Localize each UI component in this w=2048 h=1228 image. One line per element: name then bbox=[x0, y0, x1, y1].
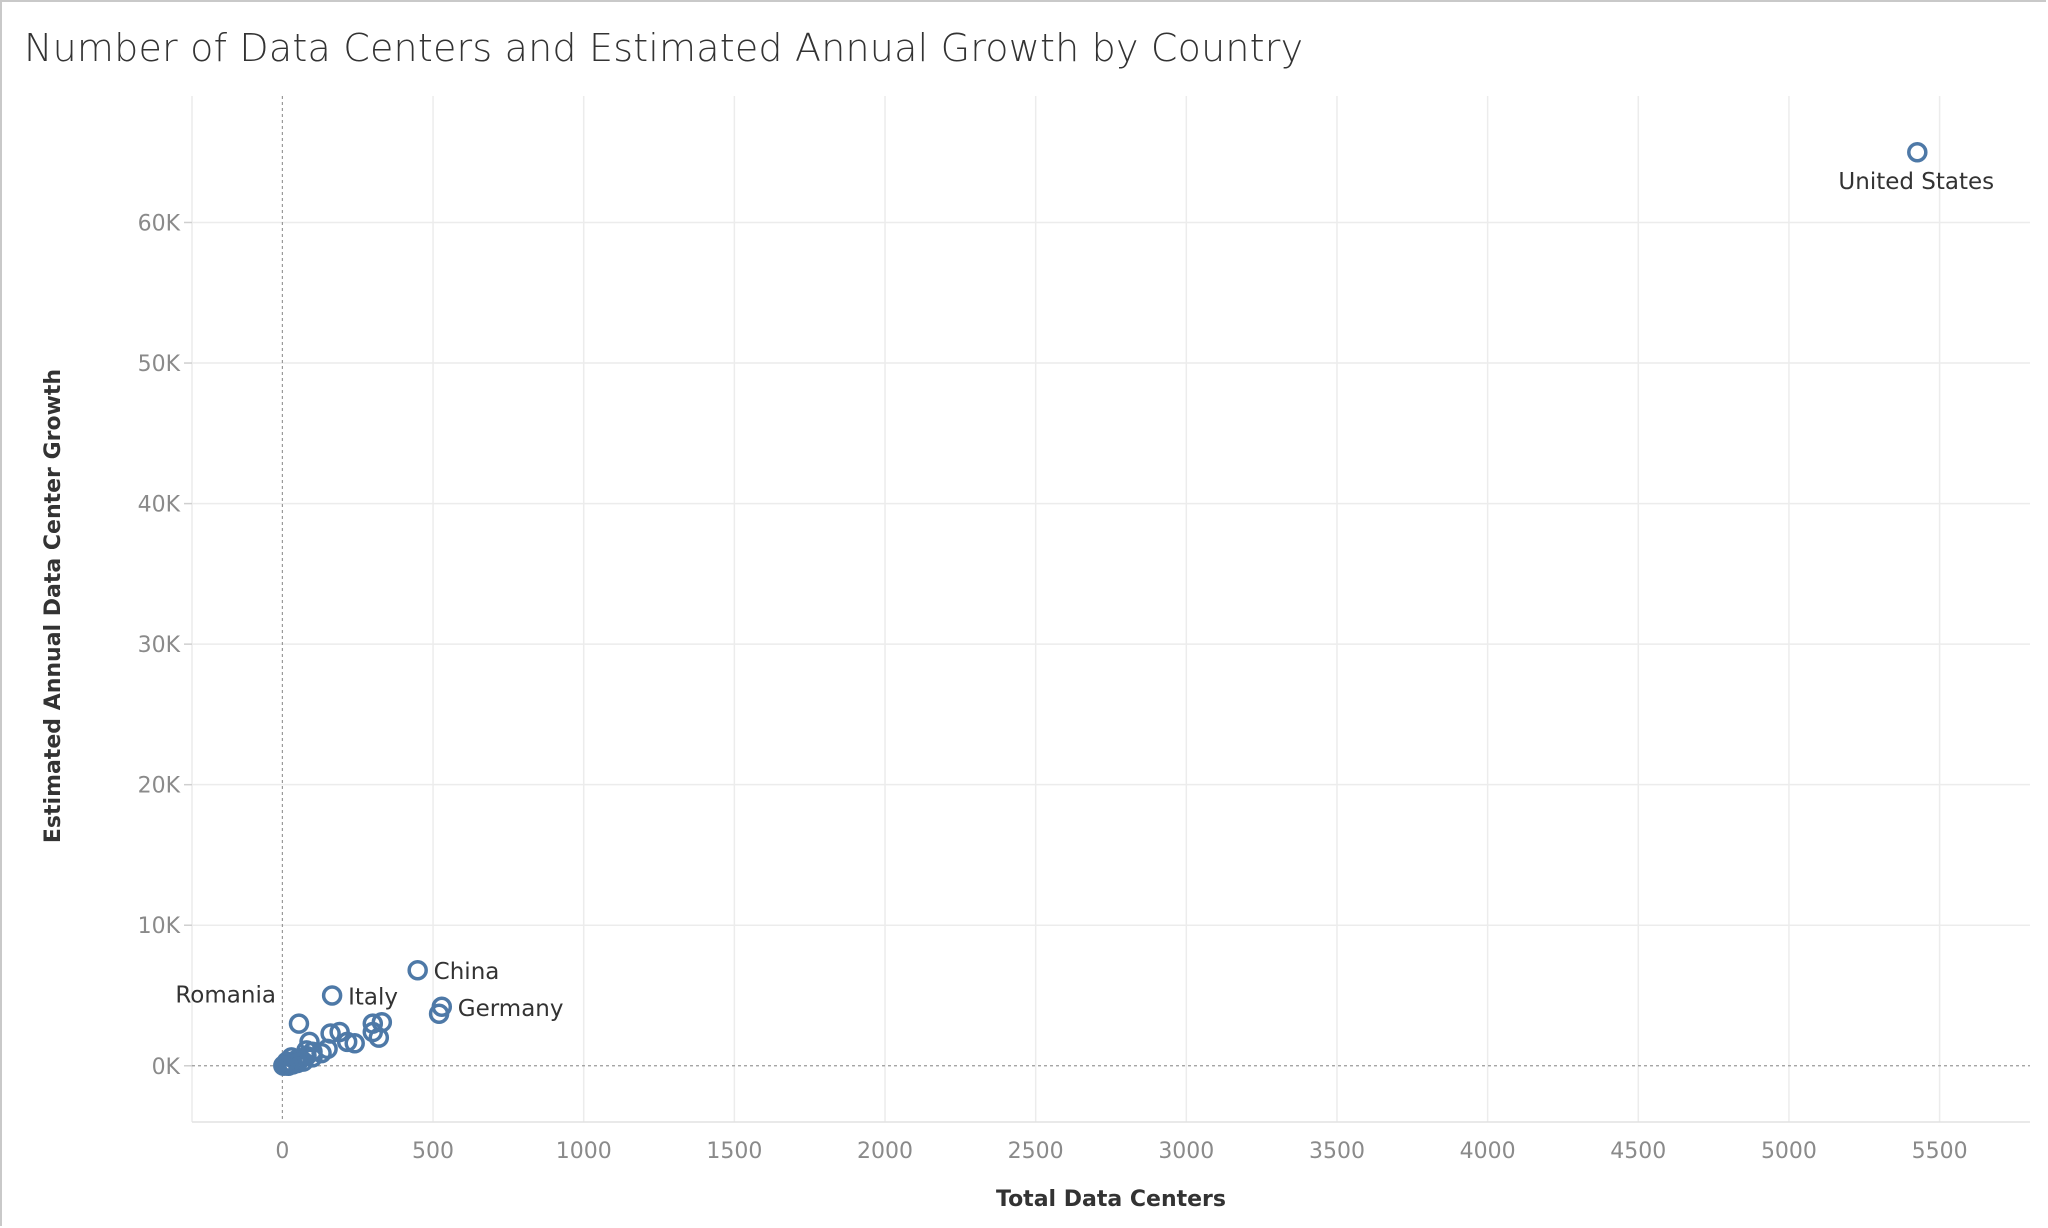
y-tick-label: 10K bbox=[138, 914, 181, 939]
y-axis-ticks: 0K 10K 20K 30K 40K 50K 60K bbox=[138, 211, 192, 1080]
point-label: China bbox=[434, 959, 500, 985]
y-tick-label: 30K bbox=[138, 633, 181, 658]
y-tick-label: 20K bbox=[138, 774, 181, 799]
x-tick-label: 5500 bbox=[1912, 1139, 1968, 1164]
data-point bbox=[1907, 141, 1928, 163]
data-point bbox=[288, 1013, 310, 1034]
data-point bbox=[407, 959, 428, 981]
zero-reference-lines bbox=[192, 96, 2030, 1122]
x-tick-label: 1500 bbox=[706, 1139, 762, 1164]
point-labels: United States China Germany Italy Romania bbox=[175, 169, 1994, 1022]
point-label: Italy bbox=[348, 985, 398, 1011]
x-tick-label: 4500 bbox=[1610, 1139, 1666, 1164]
point-label: Romania bbox=[175, 983, 276, 1009]
data-point bbox=[362, 1021, 384, 1043]
x-tick-label: 5000 bbox=[1761, 1139, 1817, 1164]
y-tick-label: 50K bbox=[138, 352, 181, 377]
data-point bbox=[344, 1033, 365, 1054]
x-axis-title: Total Data Centers bbox=[996, 1187, 1226, 1212]
x-tick-label: 4000 bbox=[1460, 1139, 1516, 1164]
x-tick-label: 2000 bbox=[857, 1139, 913, 1164]
point-label: United States bbox=[1838, 169, 1994, 195]
point-label: Germany bbox=[458, 996, 564, 1022]
data-point bbox=[368, 1027, 390, 1048]
y-axis-title: Estimated Annual Data Center Growth bbox=[41, 369, 66, 843]
data-point bbox=[321, 985, 343, 1006]
grid-layer bbox=[191, 96, 2030, 1123]
y-tick-label: 60K bbox=[138, 211, 181, 236]
x-tick-label: 3500 bbox=[1309, 1139, 1365, 1164]
x-tick-label: 3000 bbox=[1158, 1139, 1214, 1164]
x-axis-ticks: 0 500 1000 1500 2000 2500 3000 3500 4000 4500 5000… bbox=[275, 1139, 1967, 1164]
data-point bbox=[287, 1052, 308, 1074]
x-tick-label: 0 bbox=[275, 1139, 289, 1164]
y-tick-label: 0K bbox=[152, 1055, 181, 1080]
y-tick-label: 40K bbox=[138, 493, 181, 518]
data-points bbox=[273, 141, 1928, 1077]
data-point bbox=[336, 1031, 358, 1053]
chart-title: Number of Data Centers and Estimated Ann… bbox=[24, 26, 1304, 70]
x-tick-label: 500 bbox=[412, 1139, 454, 1164]
x-tick-label: 1000 bbox=[556, 1139, 612, 1164]
data-point bbox=[273, 1055, 294, 1076]
x-tick-label: 2500 bbox=[1008, 1139, 1064, 1164]
data-point bbox=[428, 1003, 450, 1025]
